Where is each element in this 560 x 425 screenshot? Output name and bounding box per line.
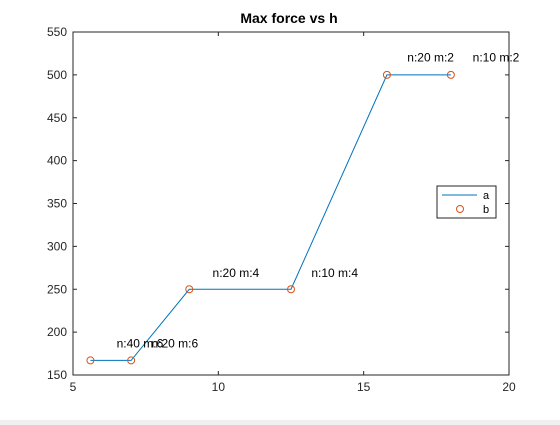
series-b-point <box>382 70 391 79</box>
legend-swatch-b <box>456 205 464 213</box>
chart-title: Max force vs h <box>240 10 337 26</box>
data-annotation: n:20 m:2 <box>407 51 454 65</box>
legend-label: a <box>483 190 490 202</box>
data-annotation: n:20 m:4 <box>213 266 260 280</box>
x-tick-label: 15 <box>357 380 371 394</box>
annotation-layer: n:40 m:6n:20 m:6 n:20 m:4 n:10 m:4 n:20 m:2… <box>117 51 520 351</box>
series-a-line <box>90 74 451 361</box>
legend-label: b <box>483 204 489 216</box>
data-annotation: n:10 m:2 <box>473 51 520 65</box>
series-layer <box>86 70 455 365</box>
series-b-point <box>446 70 455 79</box>
y-tick-label: 550 <box>47 25 67 39</box>
axis-ticks: 5 10 15 20 150 200 250 300 350 400 450 500 550 <box>47 25 516 394</box>
y-tick-label: 350 <box>47 197 67 211</box>
y-tick-label: 450 <box>47 111 67 125</box>
y-tick-label: 150 <box>47 368 67 382</box>
data-annotation: n:20 m:6 <box>151 336 198 350</box>
data-annotation: n:10 m:4 <box>311 266 358 280</box>
y-tick-label: 250 <box>47 282 67 296</box>
legend: ab <box>436 185 497 219</box>
y-tick-label: 300 <box>47 239 67 253</box>
y-tick-label: 200 <box>47 325 67 339</box>
series-b-point <box>86 356 95 365</box>
series-b-point <box>287 285 295 294</box>
y-tick-label: 500 <box>47 68 67 82</box>
axes-box <box>72 31 510 376</box>
data-annotation: n:40 m:6 <box>117 336 164 350</box>
series-b-point <box>127 356 136 365</box>
x-tick-label: 5 <box>70 380 77 394</box>
series-b-point <box>185 285 194 294</box>
x-tick-label: 10 <box>212 380 226 394</box>
legend-box <box>436 185 497 219</box>
x-tick-label: 20 <box>502 380 516 394</box>
y-tick-label: 400 <box>47 154 67 168</box>
